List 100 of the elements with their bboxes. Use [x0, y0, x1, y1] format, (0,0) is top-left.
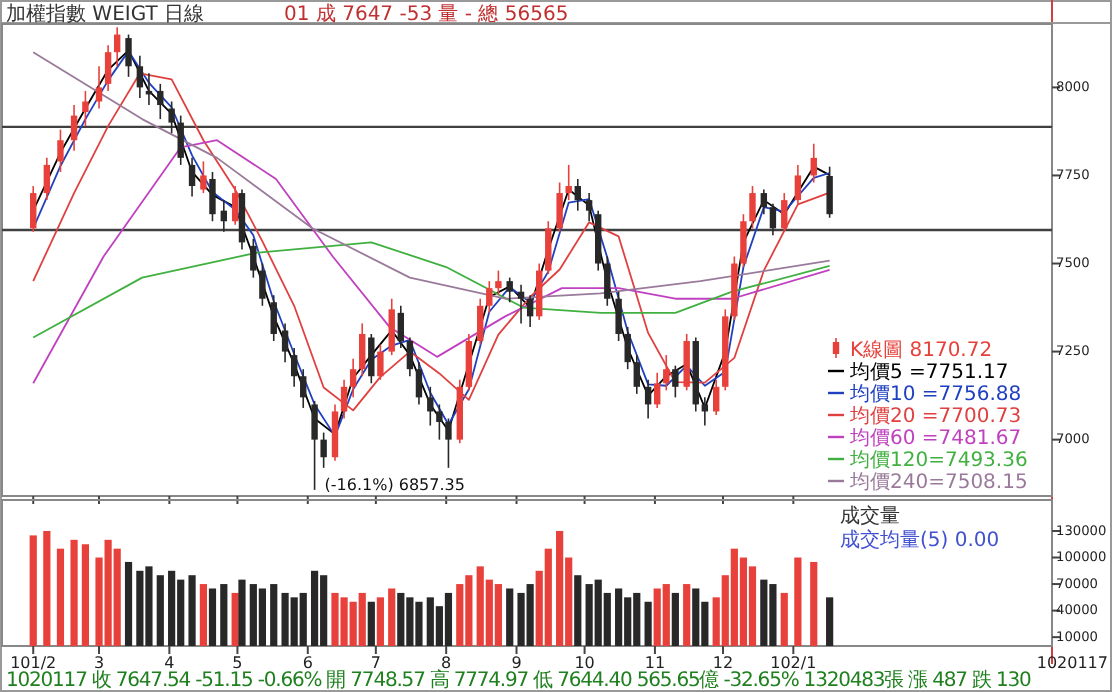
bar: [270, 584, 278, 646]
candlestick: [769, 202, 777, 237]
bar: [692, 588, 700, 646]
candlestick: [43, 157, 51, 201]
legend-label: 均價120=7493.36: [848, 448, 1028, 472]
candlestick: [615, 290, 622, 342]
x-tick-label: 10: [574, 654, 595, 672]
chart-title: 加權指數 WEIGT 日線: [6, 2, 205, 26]
candlestick: [70, 104, 78, 152]
candlestick: [136, 54, 144, 99]
candlestick: [445, 417, 452, 469]
candlestick: [250, 238, 257, 279]
candlestick: [604, 255, 611, 307]
candlestick: [701, 396, 709, 427]
bar: [506, 588, 514, 646]
bar: [615, 588, 623, 646]
bar: [188, 575, 196, 646]
candlestick: [320, 431, 327, 469]
bar: [168, 570, 176, 646]
bar: [671, 592, 679, 646]
candlestick: [826, 165, 833, 219]
candlestick: [526, 294, 534, 328]
bar: [739, 557, 748, 646]
x-tick-label: 7: [370, 654, 381, 672]
candlestick: [436, 403, 443, 441]
x-tick-label: 101/2: [10, 654, 57, 672]
candlestick: [311, 400, 318, 491]
annotation: 成交均量(5) 0.00: [840, 528, 1000, 552]
legend-label: 均價5 =7751.17: [848, 360, 1009, 384]
x-tick-label: 3: [93, 654, 105, 672]
candlestick: [30, 185, 37, 233]
candlestick: [495, 269, 502, 297]
candlestick: [168, 100, 175, 134]
bar: [376, 597, 384, 646]
bar: [748, 566, 757, 646]
candlestick: [188, 157, 196, 198]
candlestick: [349, 357, 357, 399]
candlestick: [388, 297, 395, 356]
bar: [113, 548, 121, 646]
candlestick: [270, 294, 277, 342]
bar: [780, 592, 788, 646]
candlestick: [545, 220, 552, 275]
candlestick: [200, 160, 207, 194]
candlestick: [574, 178, 581, 212]
candlestick: [465, 333, 473, 392]
x-tick-label: 4: [164, 654, 175, 672]
bar: [644, 601, 652, 646]
bar: [310, 570, 319, 646]
candlestick: [644, 378, 652, 420]
x-tick-label: 6: [302, 654, 313, 672]
bar: [826, 597, 834, 646]
bar: [124, 561, 133, 646]
candlestick: [415, 361, 423, 406]
x-tick-label: 12: [712, 654, 734, 672]
candlestick: [794, 164, 802, 205]
text: 1020117 收 7647.54 -51.15 -0.66% 開 7748.57 高 7774.97 低 7644.40 565.65億 -32.65% 1320483張 漲 487 跌 130: [6, 668, 1031, 692]
candlestick: [663, 354, 670, 392]
bar: [299, 592, 307, 646]
bar: [794, 557, 802, 646]
candlestick: [377, 343, 384, 381]
candlestick: [157, 83, 164, 120]
bar: [208, 588, 217, 646]
legend-label: K線圖 8170.72: [850, 340, 993, 362]
x-tick-label: 5: [232, 654, 243, 672]
candlestick: [633, 354, 640, 395]
candlestick: [712, 378, 720, 416]
candlestick: [517, 283, 525, 325]
x-tick-label: 102/1: [770, 654, 817, 672]
bar: [683, 584, 691, 646]
candlestick: [231, 185, 239, 226]
bar: [43, 530, 51, 646]
candlestick: [290, 347, 298, 388]
line-series: [32, 241, 831, 339]
bar: [397, 592, 405, 646]
candlestick: [281, 322, 289, 363]
x-tick-label: 11: [644, 654, 666, 672]
bar: [494, 584, 502, 646]
candlestick: [331, 403, 339, 462]
annotation: (-16.1%) 6857.35: [324, 475, 465, 494]
candlestick: [368, 333, 375, 385]
candlestick: [95, 65, 103, 110]
candlestick: [300, 368, 307, 409]
legend-label: 均價10 =7756.88: [848, 382, 1022, 406]
bar: [358, 592, 366, 646]
candlestick: [624, 326, 631, 370]
bar: [238, 579, 246, 646]
candlestick: [565, 164, 572, 201]
candlestick: [585, 192, 593, 223]
bar: [574, 575, 582, 646]
x-tick-label: 9: [511, 654, 522, 672]
candlestick: [104, 44, 112, 92]
candlestick: [760, 188, 768, 216]
candlestick: [506, 276, 513, 304]
candlestick: [57, 128, 64, 173]
candlestick: [427, 386, 434, 427]
candlestick: [654, 371, 661, 409]
bar: [156, 575, 164, 646]
chart-subtitle: 01 成 7647 -53 量 - 總 56565: [284, 2, 569, 26]
chart-title: 成交量: [840, 504, 900, 528]
legend-label: 均價240=7508.15: [848, 470, 1028, 494]
